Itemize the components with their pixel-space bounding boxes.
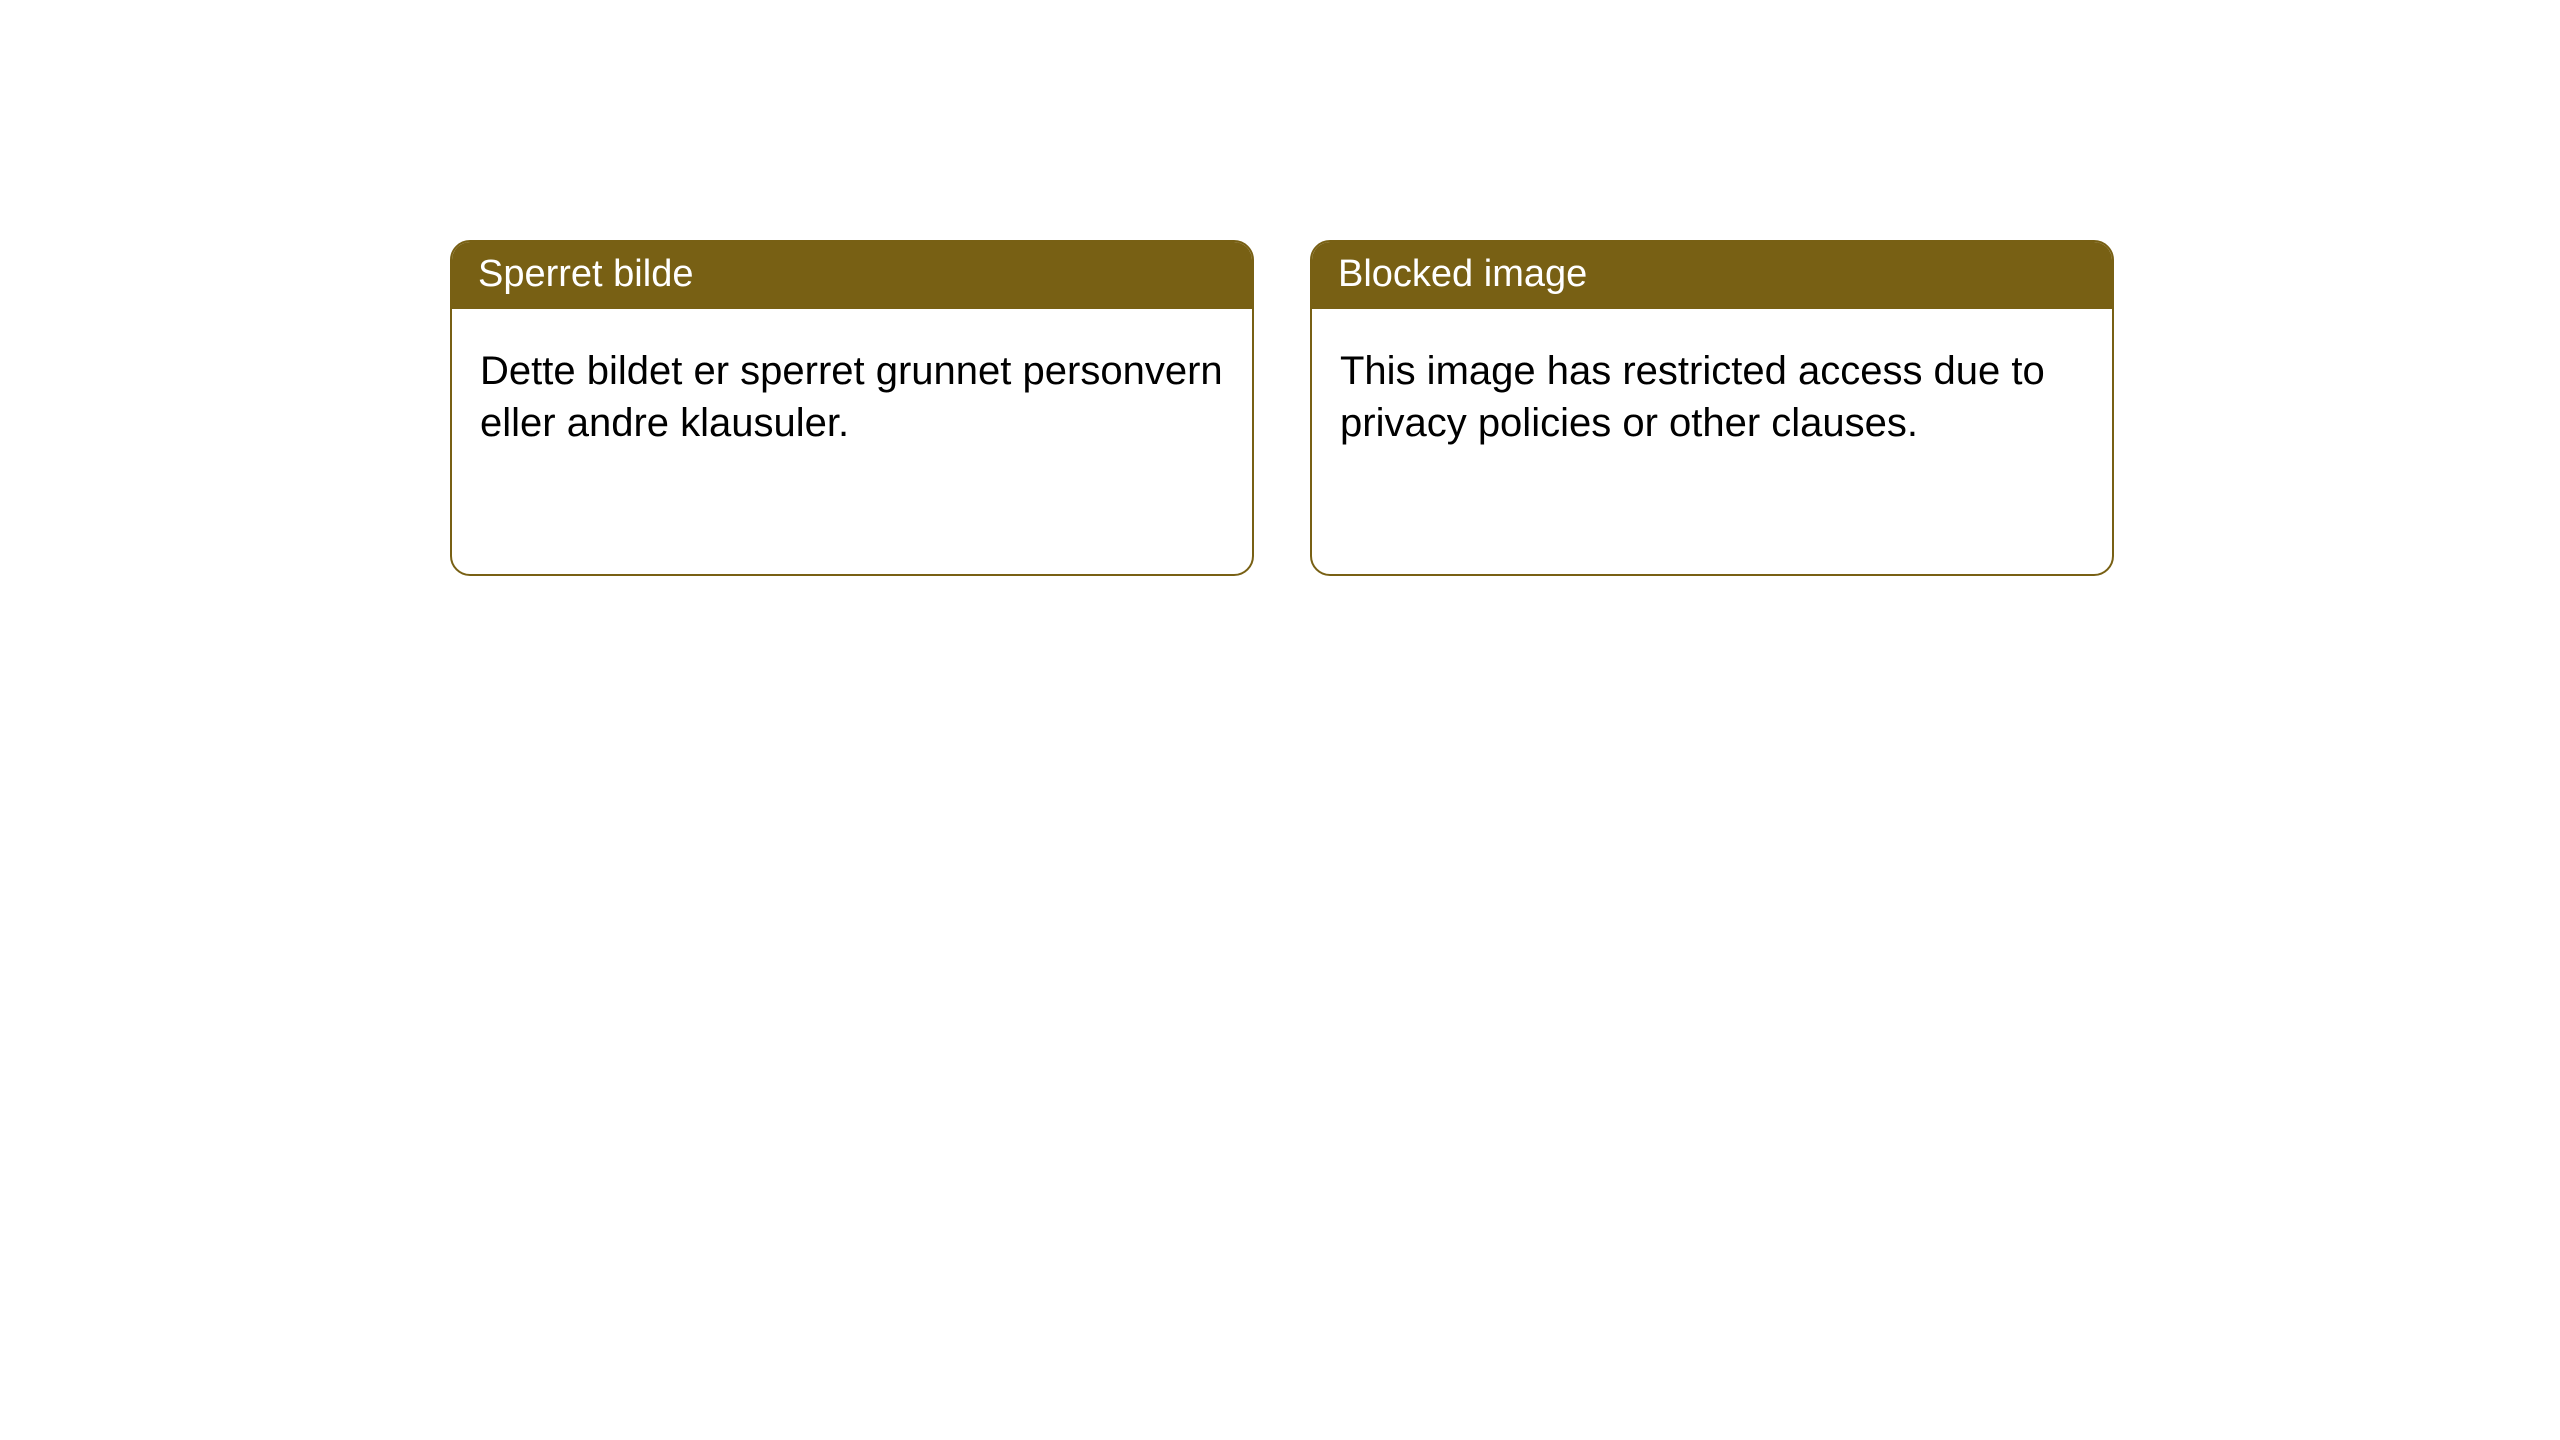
- notice-title-norwegian: Sperret bilde: [452, 242, 1252, 309]
- notice-container: Sperret bilde Dette bildet er sperret gr…: [0, 0, 2560, 576]
- notice-body-english: This image has restricted access due to …: [1312, 309, 2112, 477]
- notice-title-english: Blocked image: [1312, 242, 2112, 309]
- notice-card-english: Blocked image This image has restricted …: [1310, 240, 2114, 576]
- notice-body-norwegian: Dette bildet er sperret grunnet personve…: [452, 309, 1252, 477]
- notice-card-norwegian: Sperret bilde Dette bildet er sperret gr…: [450, 240, 1254, 576]
